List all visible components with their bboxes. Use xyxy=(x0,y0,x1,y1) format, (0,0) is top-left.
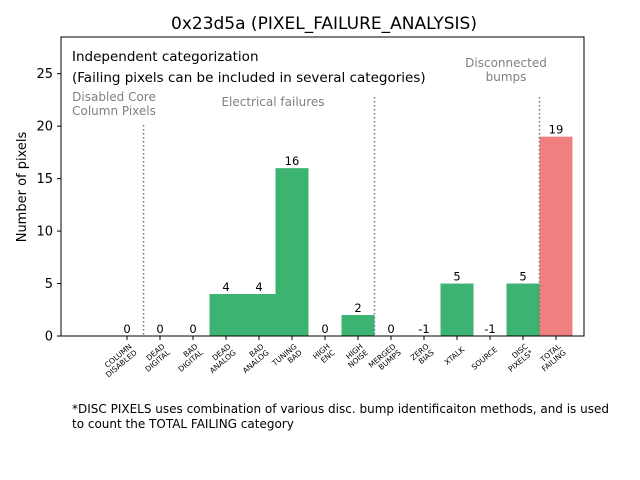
y-tick-label-25: 25 xyxy=(36,67,53,82)
value-label-bad-digital: 0 xyxy=(189,322,196,336)
bar-total-failing xyxy=(539,136,573,336)
bar-xtalk xyxy=(440,283,474,336)
bar-dead-analog xyxy=(209,294,243,336)
group-label-electrical: Electrical failures xyxy=(221,95,324,109)
value-label-total-failing: 19 xyxy=(549,123,564,137)
annotation-line-1: Independent categorization xyxy=(72,49,259,65)
y-tick-label-0: 0 xyxy=(45,330,53,345)
chart-title: 0x23d5a (PIXEL_FAILURE_ANALYSIS) xyxy=(171,14,477,34)
bar-disc-pixels xyxy=(506,283,540,336)
bar-high-noise xyxy=(341,315,375,336)
value-label-column-disabled: 0 xyxy=(123,322,130,336)
y-tick-label-10: 10 xyxy=(36,225,53,240)
value-label-high-enc: 0 xyxy=(321,322,328,336)
value-label-dead-digital: 0 xyxy=(156,322,163,336)
value-label-disc-pixels: 5 xyxy=(519,270,526,284)
value-label-xtalk: 5 xyxy=(453,270,460,284)
value-label-source: -1 xyxy=(484,322,495,336)
value-label-tuning-bad: 16 xyxy=(285,154,300,168)
group-label-disabled-core-line-2: Column Pixels xyxy=(72,104,156,118)
footnote-line-2: to count the TOTAL FAILING category xyxy=(72,417,294,431)
bar-bad-analog xyxy=(242,294,276,336)
value-label-bad-analog: 4 xyxy=(255,280,262,294)
value-label-merged-bumps: 0 xyxy=(387,322,394,336)
y-tick-label-20: 20 xyxy=(36,120,53,135)
bars-layer xyxy=(209,136,573,336)
value-label-dead-analog: 4 xyxy=(222,280,229,294)
y-axis-label: Number of pixels xyxy=(15,131,30,242)
y-tick-label-5: 5 xyxy=(45,277,53,292)
separators-layer xyxy=(142,97,541,336)
annotation-line-2: (Failing pixels can be included in sever… xyxy=(72,70,426,86)
y-tick-label-15: 15 xyxy=(36,172,53,187)
value-labels-layer: 0 0 0 4 4 16 0 2 0 -1 5 -1 5 19 xyxy=(123,123,563,336)
plot-frame xyxy=(60,36,585,337)
value-label-high-noise: 2 xyxy=(354,301,361,315)
value-label-zero-bias: -1 xyxy=(418,322,429,336)
y-axis: 0 5 10 15 20 25 xyxy=(36,67,61,345)
footnote-line-1: *DISC PIXELS uses combination of various… xyxy=(72,402,609,416)
bar-tuning-bad xyxy=(275,168,309,336)
group-label-disconnected-line-1: Disconnected xyxy=(465,56,547,70)
group-label-disabled-core-line-1: Disabled Core xyxy=(72,90,156,104)
group-label-disconnected-line-2: bumps xyxy=(486,70,527,84)
